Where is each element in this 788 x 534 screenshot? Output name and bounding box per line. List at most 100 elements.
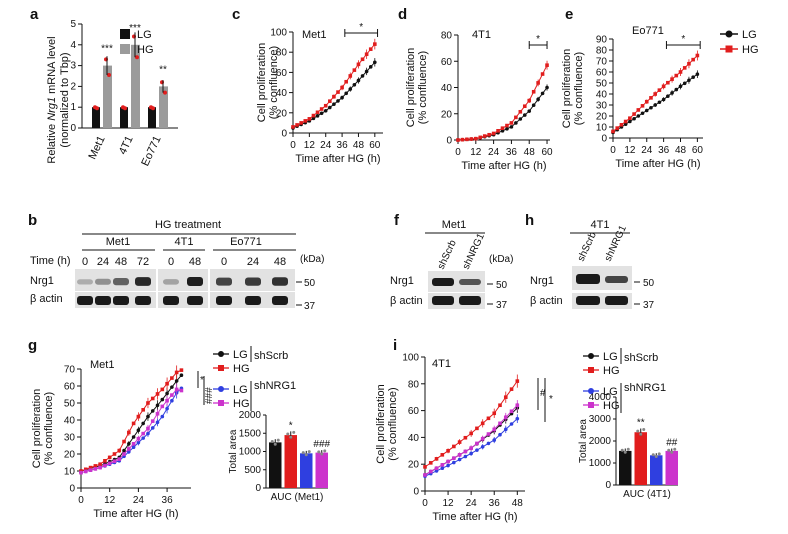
data-point: [515, 416, 520, 421]
series-line: [424, 407, 518, 476]
blot-band: [113, 296, 129, 305]
data-point: [155, 411, 160, 416]
significance-mark: *: [359, 22, 363, 33]
data-point: [131, 442, 136, 446]
ytick-label: 70: [64, 365, 76, 376]
data-point: [348, 74, 353, 78]
ytick-label: 60: [408, 406, 420, 417]
data-point: [83, 469, 88, 474]
data-point: [174, 387, 179, 392]
significance-mark: ***: [101, 44, 113, 55]
legend-label: LG: [233, 384, 248, 396]
ytick-label: 50: [64, 399, 76, 410]
yaxis-label-2: (% confluence): [417, 51, 429, 124]
xtick-label: 12: [304, 140, 316, 151]
blot-f-mw-50: 50: [496, 280, 508, 291]
blot-f-lane-shscrb: shScrb: [436, 238, 459, 271]
significance-mark: *: [549, 394, 553, 405]
data-point: [344, 91, 348, 96]
data-point: [131, 421, 136, 426]
data-point: [127, 442, 131, 446]
data-point: [514, 121, 518, 125]
data-point: [174, 370, 179, 375]
panel-a-chart: Relative Nrg1 mRNA level (normalized to …: [46, 19, 178, 168]
data-point: [273, 442, 277, 446]
data-point: [642, 428, 646, 432]
blot-band: [163, 296, 179, 305]
blot-b-time: 48: [189, 256, 201, 268]
ytick-label: 500: [244, 465, 261, 476]
legend-label-lg: LG: [742, 29, 757, 41]
data-point: [117, 457, 122, 461]
data-point: [356, 62, 361, 67]
panel-a-ylabel: Relative Nrg1 mRNA level: [46, 36, 58, 163]
legend-label-hg: HG: [137, 44, 154, 56]
ytick-label: 70: [596, 57, 608, 68]
data-point: [509, 387, 514, 391]
data-point: [463, 435, 468, 440]
panel-label-i: i: [393, 337, 397, 354]
data-point: [307, 450, 311, 454]
data-point: [446, 459, 450, 464]
blot-h-group: 4T1: [591, 219, 610, 231]
xtick-label: 60: [541, 147, 553, 158]
series-line: [80, 374, 182, 472]
panel-a-ytick: 1: [70, 102, 76, 113]
data-point: [289, 435, 293, 439]
data-point: [469, 431, 473, 436]
data-point: [112, 452, 117, 456]
significance-mark: #: [540, 388, 546, 399]
data-point: [83, 467, 88, 472]
data-point: [150, 419, 155, 423]
blot-band: [272, 277, 288, 286]
data-point: [657, 88, 662, 92]
data-point: [505, 123, 509, 128]
ytick-label: 10: [596, 123, 608, 134]
legend-marker: [218, 351, 224, 357]
data-point: [518, 117, 523, 121]
data-point: [670, 91, 674, 95]
xtick-label: 48: [675, 145, 687, 156]
data-point: [163, 90, 167, 95]
ytick-label: 20: [64, 450, 76, 461]
blot-b-time: 24: [97, 256, 109, 268]
data-point: [122, 439, 126, 444]
blot-h-mw-37: 37: [643, 300, 655, 311]
data-point: [644, 108, 649, 113]
ytick-label: 4000: [589, 392, 612, 403]
bar-met1-lg: [92, 107, 100, 128]
data-point: [527, 109, 532, 113]
panel-g-legend: LG HG LG HG shScrb shNRG1: [213, 346, 296, 411]
ytick-label: 0: [605, 480, 611, 491]
blot-band: [187, 277, 203, 286]
panel-label-g: g: [28, 337, 37, 354]
data-point: [654, 454, 658, 458]
blot-b-time: 0: [82, 256, 88, 268]
data-point: [623, 450, 627, 454]
data-point: [522, 104, 527, 109]
ytick-label: 2000: [589, 436, 612, 447]
data-point: [98, 462, 102, 466]
data-point: [340, 85, 344, 90]
data-point: [131, 445, 136, 450]
data-point: [666, 94, 670, 98]
blot-b-time: 48: [115, 256, 127, 268]
auc-bar: [650, 455, 663, 485]
data-point: [160, 404, 165, 409]
significance-mark: **: [637, 418, 645, 429]
ytick-label: 60: [64, 382, 76, 393]
legend-marker: [218, 365, 224, 371]
data-point: [518, 109, 523, 114]
data-point: [428, 461, 433, 465]
data-point: [165, 398, 169, 403]
panel-a-xtick: Met1: [87, 134, 108, 161]
data-point: [673, 447, 677, 451]
data-point: [160, 397, 165, 402]
data-point: [480, 421, 485, 426]
data-point: [640, 104, 645, 108]
data-point: [150, 426, 155, 430]
panel-g-auc-chart: 0 500 1000 1500 2000 * ### AUC (Met1) Total area: [228, 410, 331, 503]
data-point: [540, 91, 545, 96]
bar-4t1-lg: [120, 107, 128, 128]
data-point: [332, 94, 336, 99]
